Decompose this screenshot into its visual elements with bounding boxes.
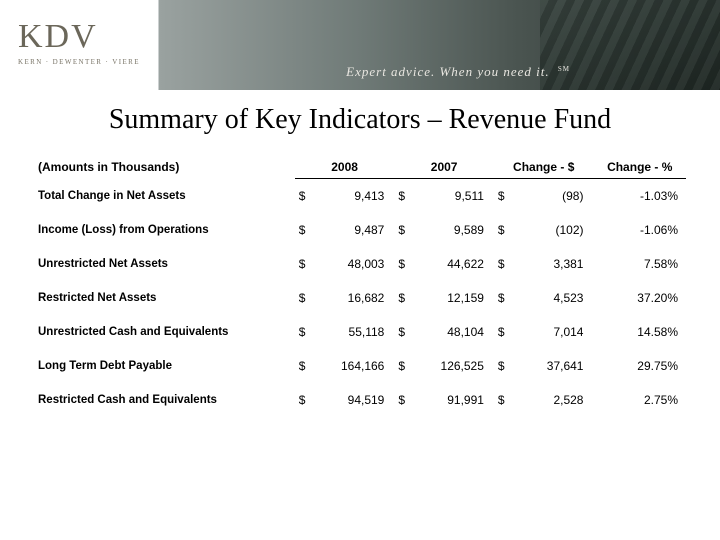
cell-2008: 16,682	[316, 281, 394, 315]
cell-change-pct: 7.58%	[593, 247, 686, 281]
row-label: Unrestricted Net Assets	[34, 247, 295, 281]
table-row: Restricted Net Assets$16,682$12,159$4,52…	[34, 281, 686, 315]
currency-symbol: $	[394, 383, 415, 417]
cell-2007: 12,159	[416, 281, 494, 315]
table-header-row: (Amounts in Thousands) 2008 2007 Change …	[34, 154, 686, 179]
logo-text: KDV	[18, 18, 140, 56]
currency-symbol: $	[494, 315, 515, 349]
cell-2007: 44,622	[416, 247, 494, 281]
page-title: Summary of Key Indicators – Revenue Fund	[0, 104, 720, 136]
cell-change-dollar: (102)	[515, 213, 593, 247]
cell-change-dollar: 37,641	[515, 349, 593, 383]
tagline-text: Expert advice. When you need it.	[346, 64, 549, 79]
currency-symbol: $	[494, 179, 515, 214]
currency-symbol: $	[295, 247, 316, 281]
table-row: Long Term Debt Payable$164,166$126,525$3…	[34, 349, 686, 383]
cell-change-pct: -1.03%	[593, 179, 686, 214]
col-header-label: (Amounts in Thousands)	[34, 154, 295, 179]
cell-change-dollar: 2,528	[515, 383, 593, 417]
currency-symbol: $	[394, 281, 415, 315]
currency-symbol: $	[494, 213, 515, 247]
table-row: Restricted Cash and Equivalents$94,519$9…	[34, 383, 686, 417]
currency-symbol: $	[394, 213, 415, 247]
tagline: Expert advice. When you need it. SM	[346, 64, 570, 80]
cell-2008: 164,166	[316, 349, 394, 383]
col-header-change-dollar: Change - $	[494, 154, 594, 179]
cell-change-dollar: 4,523	[515, 281, 593, 315]
cell-2007: 126,525	[416, 349, 494, 383]
row-label: Restricted Net Assets	[34, 281, 295, 315]
cell-2008: 94,519	[316, 383, 394, 417]
table-row: Unrestricted Cash and Equivalents$55,118…	[34, 315, 686, 349]
currency-symbol: $	[295, 383, 316, 417]
currency-symbol: $	[494, 281, 515, 315]
cell-2007: 91,991	[416, 383, 494, 417]
currency-symbol: $	[394, 349, 415, 383]
cell-change-pct: 37.20%	[593, 281, 686, 315]
indicators-table-container: (Amounts in Thousands) 2008 2007 Change …	[0, 154, 720, 417]
table-row: Total Change in Net Assets$9,413$9,511$(…	[34, 179, 686, 214]
cell-change-pct: 2.75%	[593, 383, 686, 417]
cell-2007: 48,104	[416, 315, 494, 349]
currency-symbol: $	[295, 179, 316, 214]
service-mark: SM	[558, 65, 570, 73]
table-row: Unrestricted Net Assets$48,003$44,622$3,…	[34, 247, 686, 281]
logo-subtext: KERN · DEWENTER · VIERE	[18, 58, 140, 66]
cell-2008: 55,118	[316, 315, 394, 349]
currency-symbol: $	[295, 213, 316, 247]
cell-change-dollar: 7,014	[515, 315, 593, 349]
currency-symbol: $	[394, 247, 415, 281]
row-label: Total Change in Net Assets	[34, 179, 295, 214]
cell-change-dollar: (98)	[515, 179, 593, 214]
header-banner: KDV KERN · DEWENTER · VIERE Expert advic…	[0, 0, 720, 90]
currency-symbol: $	[295, 281, 316, 315]
currency-symbol: $	[394, 315, 415, 349]
row-label: Income (Loss) from Operations	[34, 213, 295, 247]
cell-2008: 9,487	[316, 213, 394, 247]
row-label: Restricted Cash and Equivalents	[34, 383, 295, 417]
cell-2008: 9,413	[316, 179, 394, 214]
currency-symbol: $	[494, 383, 515, 417]
cell-2007: 9,511	[416, 179, 494, 214]
currency-symbol: $	[494, 349, 515, 383]
currency-symbol: $	[494, 247, 515, 281]
currency-symbol: $	[394, 179, 415, 214]
indicators-table: (Amounts in Thousands) 2008 2007 Change …	[34, 154, 686, 417]
table-row: Income (Loss) from Operations$9,487$9,58…	[34, 213, 686, 247]
currency-symbol: $	[295, 349, 316, 383]
currency-symbol: $	[295, 315, 316, 349]
logo: KDV KERN · DEWENTER · VIERE	[18, 18, 140, 66]
col-header-2007: 2007	[394, 154, 494, 179]
cell-change-dollar: 3,381	[515, 247, 593, 281]
cell-change-pct: 14.58%	[593, 315, 686, 349]
col-header-change-pct: Change - %	[593, 154, 686, 179]
cell-change-pct: -1.06%	[593, 213, 686, 247]
col-header-2008: 2008	[295, 154, 395, 179]
cell-2008: 48,003	[316, 247, 394, 281]
cell-change-pct: 29.75%	[593, 349, 686, 383]
cell-2007: 9,589	[416, 213, 494, 247]
row-label: Long Term Debt Payable	[34, 349, 295, 383]
row-label: Unrestricted Cash and Equivalents	[34, 315, 295, 349]
